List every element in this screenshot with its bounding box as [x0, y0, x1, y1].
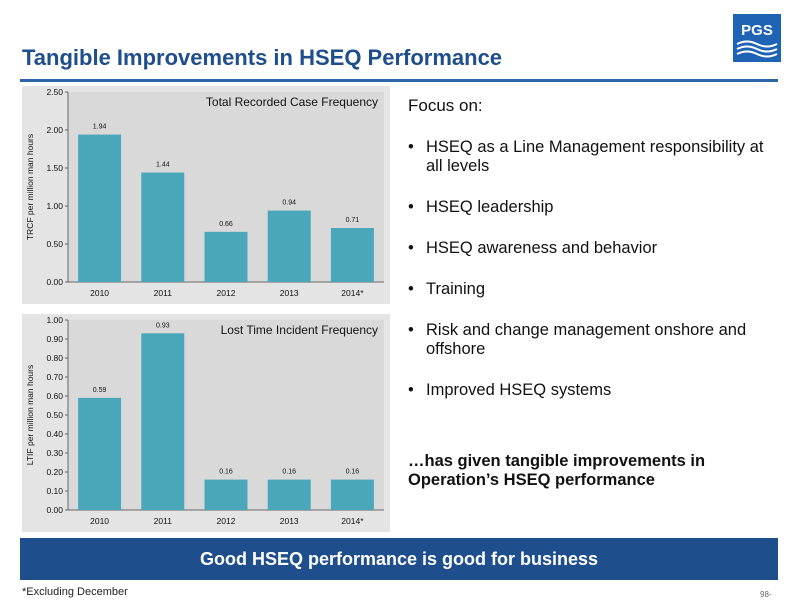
bar: [141, 333, 185, 510]
y-tick-label: 0.40: [46, 429, 63, 439]
slide-title: Tangible Improvements in HSEQ Performanc…: [22, 45, 503, 70]
focus-item: HSEQ as a Line Management responsibility…: [408, 138, 778, 176]
y-tick-label: 0.80: [46, 353, 63, 363]
y-tick-label: 2.50: [46, 87, 63, 97]
y-tick-label: 0.50: [46, 239, 63, 249]
x-tick-label: 2011: [154, 516, 173, 526]
data-label: 0.16: [346, 469, 360, 476]
chart-title: Lost Time Incident Frequency: [221, 323, 378, 337]
bar: [204, 479, 248, 510]
y-axis-label: TRCF per million man hours: [25, 134, 35, 240]
y-tick-label: 0.00: [46, 277, 63, 287]
focus-list: Focus on: HSEQ as a Line Management resp…: [408, 96, 778, 422]
y-tick-label: 1.00: [46, 315, 63, 325]
x-tick-label: 2010: [90, 516, 109, 526]
x-tick-label: 2013: [280, 288, 299, 298]
y-tick-label: 0.00: [46, 505, 63, 515]
footnote: *Excluding December: [22, 586, 128, 598]
page-number: 98-: [760, 590, 772, 599]
chart-svg: 0.00 0.10 0.20 0.30 0.40 0.50 0.60 0.70 0.80 0.90…: [22, 314, 390, 532]
bottom-banner: Good HSEQ performance is good for busine…: [20, 538, 778, 580]
logo-text: PGS: [741, 22, 773, 39]
x-tick-label: 2014*: [341, 516, 364, 526]
y-tick-label: 1.00: [46, 201, 63, 211]
x-tick-label: 2012: [217, 516, 236, 526]
y-tick-label: 0.60: [46, 391, 63, 401]
y-axis-label: LTIF per million man hours: [25, 365, 35, 465]
data-label: 0.16: [282, 469, 296, 476]
y-tick-label: 0.70: [46, 372, 63, 382]
y-tick-label: 0.90: [46, 334, 63, 344]
chart-svg: 0.00 0.50 1.00 1.50 2.00 2.50 TRCF per million…: [22, 86, 390, 304]
data-label: 0.93: [156, 322, 170, 329]
x-tick-label: 2014*: [341, 288, 364, 298]
x-tick-label: 2010: [90, 288, 109, 298]
data-label: 1.44: [156, 162, 170, 169]
bar: [78, 134, 122, 282]
ltif-chart: 0.00 0.10 0.20 0.30 0.40 0.50 0.60 0.70 0.80 0.90…: [22, 314, 390, 532]
bar: [78, 397, 122, 510]
focus-item: Improved HSEQ systems: [408, 381, 778, 400]
bar: [267, 479, 311, 510]
y-tick-label: 2.00: [46, 125, 63, 135]
y-tick-label: 0.20: [46, 467, 63, 477]
y-tick-label: 0.10: [46, 486, 63, 496]
trcf-chart: 0.00 0.50 1.00 1.50 2.00 2.50 TRCF per million…: [22, 86, 390, 304]
bar: [330, 228, 374, 282]
y-tick-label: 0.50: [46, 410, 63, 420]
pgs-logo: PGS: [733, 14, 781, 62]
title-divider: [20, 79, 778, 82]
bar: [204, 231, 248, 282]
bar: [267, 210, 311, 282]
x-tick-label: 2012: [217, 288, 236, 298]
data-label: 0.16: [219, 469, 233, 476]
chart-title: Total Recorded Case Frequency: [206, 95, 378, 109]
focus-item: HSEQ leadership: [408, 198, 778, 217]
data-label: 1.94: [93, 124, 107, 131]
focus-item: Risk and change management onshore and o…: [408, 321, 778, 359]
bar: [330, 479, 374, 510]
data-label: 0.94: [282, 200, 296, 207]
data-label: 0.59: [93, 387, 107, 394]
focus-item: Training: [408, 280, 778, 299]
x-tick-label: 2013: [280, 516, 299, 526]
focus-item: HSEQ awareness and behavior: [408, 239, 778, 258]
data-label: 0.66: [219, 221, 233, 228]
y-tick-label: 0.30: [46, 448, 63, 458]
conclusion-text: …has given tangible improvements in Oper…: [408, 452, 706, 489]
bar: [141, 172, 185, 282]
x-tick-label: 2011: [154, 288, 173, 298]
data-label: 0.71: [346, 217, 360, 224]
y-tick-label: 1.50: [46, 163, 63, 173]
focus-heading: Focus on:: [408, 96, 483, 115]
